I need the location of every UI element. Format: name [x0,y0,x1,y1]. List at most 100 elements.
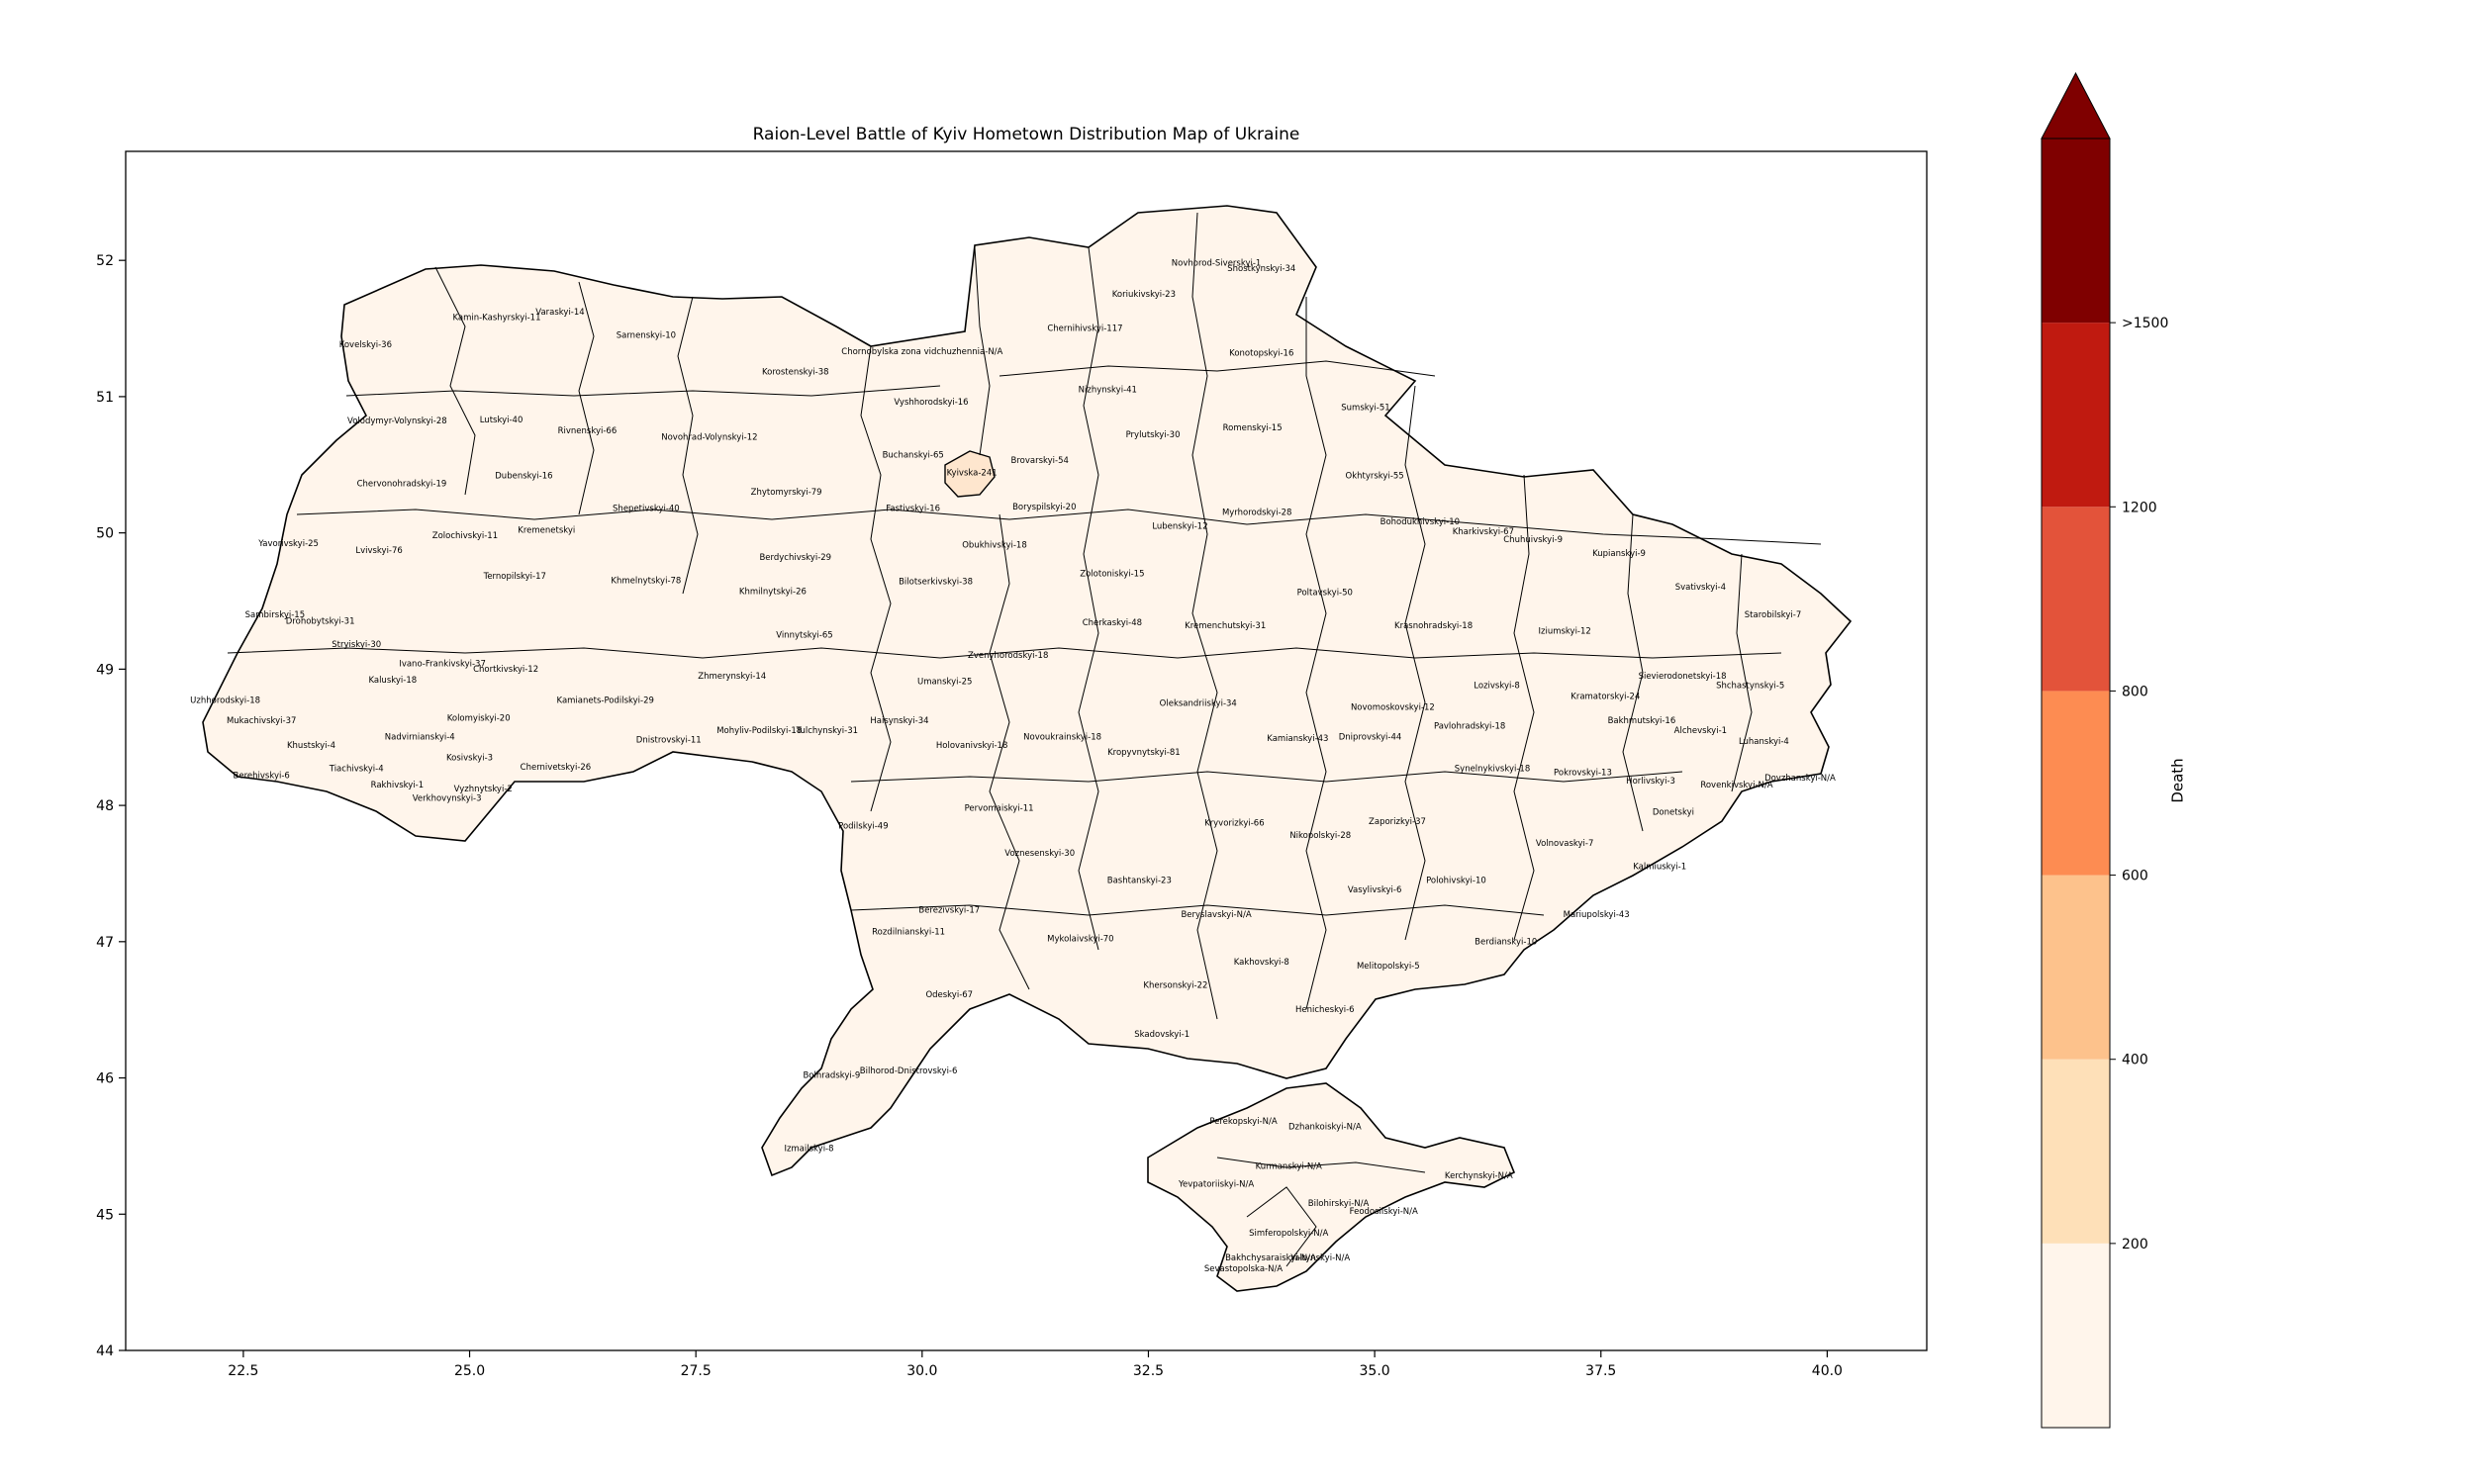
raion-label: Nadvirnianskyi-4 [385,733,455,743]
raion-label: Holovanivskyi-18 [936,741,1008,751]
raion-label: Romenskyi-15 [1223,423,1283,433]
raion-label: Stryiskyi-30 [332,640,381,650]
raion-label: Haisynskyi-34 [870,716,928,726]
raion-label: Perekopskyi-N/A [1209,1117,1278,1127]
map-title: Raion-Level Battle of Kyiv Hometown Dist… [752,125,1300,144]
raion-label: Chornobylska zona vidchuzhennia-N/A [841,347,1002,357]
ukraine-country-shape[interactable] [202,205,1853,1177]
raion-label: Horlivskyi-3 [1626,777,1675,787]
raion-label: Lutskyi-40 [480,416,523,425]
raion-label: Yevpatoriiskyi-N/A [1178,1179,1254,1189]
raion-label: Bolhradskyi-9 [803,1070,860,1080]
raion-label: Nikopolskyi-28 [1289,831,1351,841]
colorbar-segment [2042,507,2110,692]
y-tick-label: 44 [96,1344,114,1359]
raion-label: Feodosiiskyi-N/A [1350,1207,1418,1217]
raion-label: Zolotoniskyi-15 [1080,569,1144,579]
raion-label: Bilotserkivskyi-38 [899,578,973,588]
colorbar [2041,71,2111,1429]
raion-label: Chervonohradskyi-19 [357,480,447,490]
raion-label: Chortkivskyi-12 [473,665,538,675]
raion-label: Dovzhanskyi-N/A [1764,774,1836,784]
raion-label: Korostenskyi-38 [762,368,829,378]
raion-label: Buchanskyi-65 [883,451,944,461]
x-tick-label: 35.0 [1360,1363,1390,1379]
colorbar-segment [2042,875,2110,1060]
raion-label: Zolochivskyi-11 [432,531,498,541]
raion-label: Novoukrainskyi-18 [1023,733,1101,743]
raion-label: Luhanskyi-4 [1739,737,1789,747]
raion-label: Zhytomyrskyi-79 [751,488,822,498]
x-axis-ticks: 22.5 25.0 27.5 30.0 32.5 35.0 37.5 40.0 [228,1350,1843,1379]
raion-label: Mariupolskyi-43 [1564,910,1630,920]
raion-label: Kakhovskyi-8 [1234,958,1289,968]
raion-label: Mykolaivskyi-70 [1047,935,1113,945]
raion-label: Bakhmutskyi-16 [1608,716,1676,726]
raion-label: Rovenkivskyi-N/A [1700,781,1772,790]
raion-label: Shostkynskyi-34 [1227,264,1295,274]
raion-label: Iziumskyi-12 [1539,626,1591,636]
raion-label: Chuhuivskyi-9 [1503,535,1563,545]
raion-label: Sumskyi-51 [1341,403,1389,413]
raion-label: Brovarskyi-54 [1011,456,1069,466]
raion-label: Verkhovynskyi-3 [413,794,482,804]
kyiv-city-shape[interactable] [944,450,996,498]
raion-label: Skadovskyi-1 [1134,1030,1189,1040]
raion-label: Kamianskyi-43 [1267,734,1328,744]
raion-label: Novomoskovskyi-12 [1351,702,1435,712]
raion-label: Nizhynskyi-41 [1079,386,1137,396]
raion-label: Volodymyr-Volynskyi-28 [347,417,447,426]
raion-label: Boryspilskyi-20 [1012,503,1076,512]
raion-label: Rakhivskyi-1 [371,781,425,790]
raion-label: Volnovaskyi-7 [1536,839,1593,849]
raion-label: Krasnohradskyi-18 [1394,621,1473,631]
raion-label: Simferopolskyi-N/A [1249,1229,1328,1239]
raion-borders [227,212,1822,1267]
colorbar-tick-label: >1500 [2122,316,2168,331]
raion-label: Bohodukhivskyi-10 [1380,517,1460,527]
raion-label: Yavorivskyi-25 [257,539,319,549]
raion-label: Mukachivskyi-37 [227,716,296,726]
raion-label: Obukhivskyi-18 [962,541,1027,551]
y-tick-label: 47 [96,935,114,951]
raion-label: Yaltynskyi-N/A [1289,1253,1350,1263]
raion-label: Kalmiuskyi-1 [1633,863,1686,873]
raion-label: Bilohirskyi-N/A [1308,1199,1370,1209]
map-plot-area: Kovelskyi-36 Kamin-Kashyrskyi-11Varaskyi-… [190,205,1853,1292]
raion-label: Alchevskyi-1 [1674,726,1727,736]
raion-label: Voznesenskyi-30 [1004,849,1075,859]
x-tick-label: 32.5 [1133,1363,1164,1379]
colorbar-tick-label: 200 [2122,1237,2148,1252]
y-tick-label: 51 [96,390,114,406]
raion-label: Kupianskyi-9 [1592,549,1646,559]
raion-label: Fastivskyi-16 [886,504,940,513]
raion-label: Synelnykivskyi-18 [1455,764,1530,774]
raion-label: Rozdilnianskyi-11 [872,928,945,938]
y-tick-label: 52 [96,253,114,269]
raion-label: Dnistrovskyi-11 [636,735,702,745]
raion-label: Vasylivskyi-6 [1348,885,1402,895]
raion-label: Vyzhnytskyi-2 [454,785,513,794]
raion-label: Okhtyrskyi-55 [1346,471,1404,481]
raion-label: Sambirskyi-15 [245,610,305,620]
raion-label: Kryvorizkyi-66 [1204,818,1265,828]
raion-label: Starobilskyi-7 [1745,610,1801,620]
raion-label: Novhorod-Siverskyi-1 [1172,258,1262,268]
raion-label: Berezivskyi-17 [918,906,980,916]
colorbar-extend-arrow [2041,71,2111,139]
raion-label: Berehivskyi-6 [234,771,290,781]
raion-label: Zhmerynskyi-14 [698,672,766,682]
raion-label: Svativskyi-4 [1675,583,1726,593]
y-tick-label: 48 [96,798,114,814]
crimea-shape[interactable] [1147,1082,1516,1292]
raion-label: Lvivskyi-76 [355,546,402,556]
raion-label: Polohivskyi-10 [1426,876,1486,885]
raion-label: Khmilnytskyi-26 [739,587,807,597]
colorbar-segment [2042,139,2110,324]
raion-label: Bilhorod-Dnistrovskyi-6 [860,1067,958,1076]
colorbar-segment [2042,691,2110,876]
x-tick-label: 22.5 [228,1363,258,1379]
raion-label: Sevastopolska-N/A [1204,1264,1283,1274]
raion-label: Izmailskyi-8 [784,1145,833,1155]
